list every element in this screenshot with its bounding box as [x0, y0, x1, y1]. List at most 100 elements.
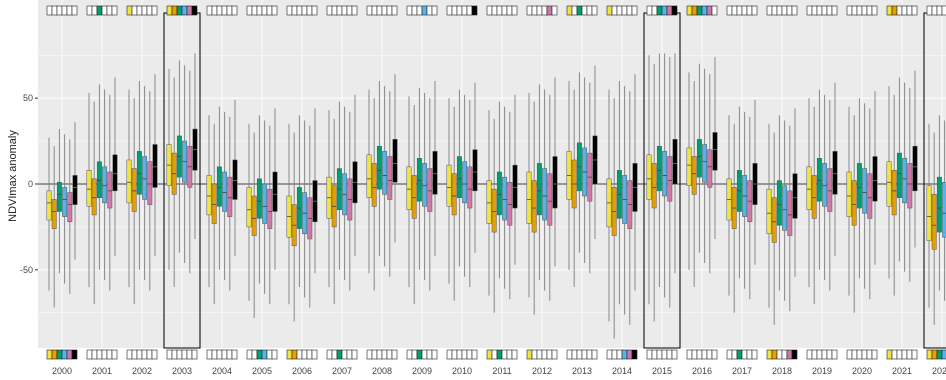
top-strip-cell: [866, 5, 873, 16]
bottom-strip-cell: [621, 349, 628, 360]
box-2004-s1: [206, 175, 212, 216]
bottom-strip-cell: [86, 349, 93, 360]
top-strip-cell: [266, 5, 273, 16]
bottom-strip-cell: [51, 349, 58, 360]
top-strip-cell: [861, 5, 868, 16]
top-strip-cell: [586, 5, 593, 16]
bottom-strip-cell: [526, 349, 533, 360]
top-strip-cell: [431, 5, 438, 16]
box-2004-s2: [211, 183, 217, 224]
top-strip-cell: [711, 5, 718, 16]
top-strip-cell: [256, 5, 263, 16]
bottom-strip-cell: [536, 349, 543, 360]
box-2008-s2: [371, 163, 377, 207]
top-strip-cell: [506, 5, 513, 16]
top-strip-cell: [661, 5, 668, 16]
top-strip-cell: [571, 5, 578, 16]
x-tick-label: 2020: [852, 366, 872, 376]
top-strip-cell: [416, 5, 423, 16]
box-2021-s4: [902, 157, 908, 204]
box-2022-s2: [931, 194, 937, 250]
bottom-strip-cell: [511, 349, 518, 360]
box-2005-s1: [246, 187, 252, 228]
x-tick-label: 2012: [532, 366, 552, 376]
top-strip-cell: [391, 5, 398, 16]
bottom-strip-cell: [216, 349, 223, 360]
box-2009-s2: [411, 175, 417, 219]
top-strip-cell: [421, 5, 428, 16]
bottom-strip-cell: [496, 349, 503, 360]
top-strip-cell: [846, 5, 853, 16]
box-2018-s4: [782, 185, 788, 231]
bottom-strip-cell: [891, 349, 898, 360]
top-strip-cell: [271, 5, 278, 16]
bottom-strip-cell: [186, 349, 193, 360]
box-2002-s6: [152, 144, 158, 188]
top-strip-cell: [511, 5, 518, 16]
box-2019-s3: [816, 157, 822, 202]
box-2008-s6: [392, 139, 398, 183]
top-strip-cell: [786, 5, 793, 16]
top-strip-cell: [176, 5, 183, 16]
bottom-strip-cell: [206, 349, 213, 360]
box-2016-s6: [712, 132, 718, 171]
top-strip-cell: [311, 5, 318, 16]
top-strip-cell: [406, 5, 413, 16]
top-strip-cell: [216, 5, 223, 16]
top-strip-cell: [701, 5, 708, 16]
top-strip-cell: [871, 5, 878, 16]
box-2004-s3: [216, 166, 222, 207]
top-strip-cell: [691, 5, 698, 16]
bottom-strip-cell: [136, 349, 143, 360]
top-strip-cell: [166, 5, 173, 16]
bottom-strip-cell: [711, 349, 718, 360]
bottom-strip-cell: [131, 349, 138, 360]
x-tick-label: 2009: [412, 366, 432, 376]
bottom-strip-cell: [151, 349, 158, 360]
top-strip-cell: [936, 5, 943, 16]
top-strip-cell: [286, 5, 293, 16]
box-2012-s4: [542, 168, 548, 221]
top-strip-cell: [171, 5, 178, 16]
box-2020-s5: [867, 173, 873, 219]
top-strip-cell: [136, 5, 143, 16]
top-strip-cell: [581, 5, 588, 16]
box-2002-s5: [147, 161, 153, 205]
bottom-strip-cell: [901, 349, 908, 360]
bottom-strip-cell: [336, 349, 343, 360]
bottom-strip-cell: [471, 349, 478, 360]
bottom-strip-cell: [96, 349, 103, 360]
bottom-strip-cell: [631, 349, 638, 360]
bottom-strip-cell: [776, 349, 783, 360]
bottom-strip-cell: [311, 349, 318, 360]
box-2008-s4: [382, 151, 388, 195]
top-strip-cell: [666, 5, 673, 16]
top-strip-cell: [851, 5, 858, 16]
box-2016-s1: [686, 147, 692, 186]
top-strip-cell: [446, 5, 453, 16]
bottom-strip-cell: [746, 349, 753, 360]
bottom-strip-cell: [591, 349, 598, 360]
bottom-strip-cell: [926, 349, 933, 360]
bottom-strip-cell: [886, 349, 893, 360]
top-strip-cell: [496, 5, 503, 16]
top-strip-cell: [141, 5, 148, 16]
top-strip-cell: [941, 5, 946, 16]
box-2010-s6: [472, 149, 478, 192]
top-strip-cell: [101, 5, 108, 16]
box-2021-s2: [891, 170, 897, 216]
bottom-strip-cell: [416, 349, 423, 360]
bottom-strip-cell: [301, 349, 308, 360]
bottom-strip-cell: [266, 349, 273, 360]
box-2016-s5: [707, 149, 713, 188]
box-2001-s2: [91, 178, 97, 216]
bottom-strip-cell: [246, 349, 253, 360]
top-strip-cell: [461, 5, 468, 16]
top-strip-cell: [61, 5, 68, 16]
box-2018-s1: [766, 188, 772, 235]
top-strip-cell: [746, 5, 753, 16]
top-strip-cell: [186, 5, 193, 16]
top-strip-cell: [366, 5, 373, 16]
x-tick-label: 2022: [932, 366, 946, 376]
bottom-strip-cell: [791, 349, 798, 360]
